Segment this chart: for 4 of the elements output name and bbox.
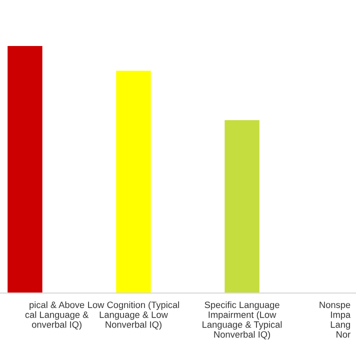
x-tick-label: pical & Above cal Language & onverbal IQ) [25,301,89,330]
x-tick-label: Specific Language Impairment (Low Language & Typical Nonverbal IQ) [202,301,282,340]
x-tick-label: Low Cognition (Typical Language & Low Nonverbal IQ) [88,301,179,330]
x-tick-label: Nonspe Impa Lang Nor [320,302,351,338]
